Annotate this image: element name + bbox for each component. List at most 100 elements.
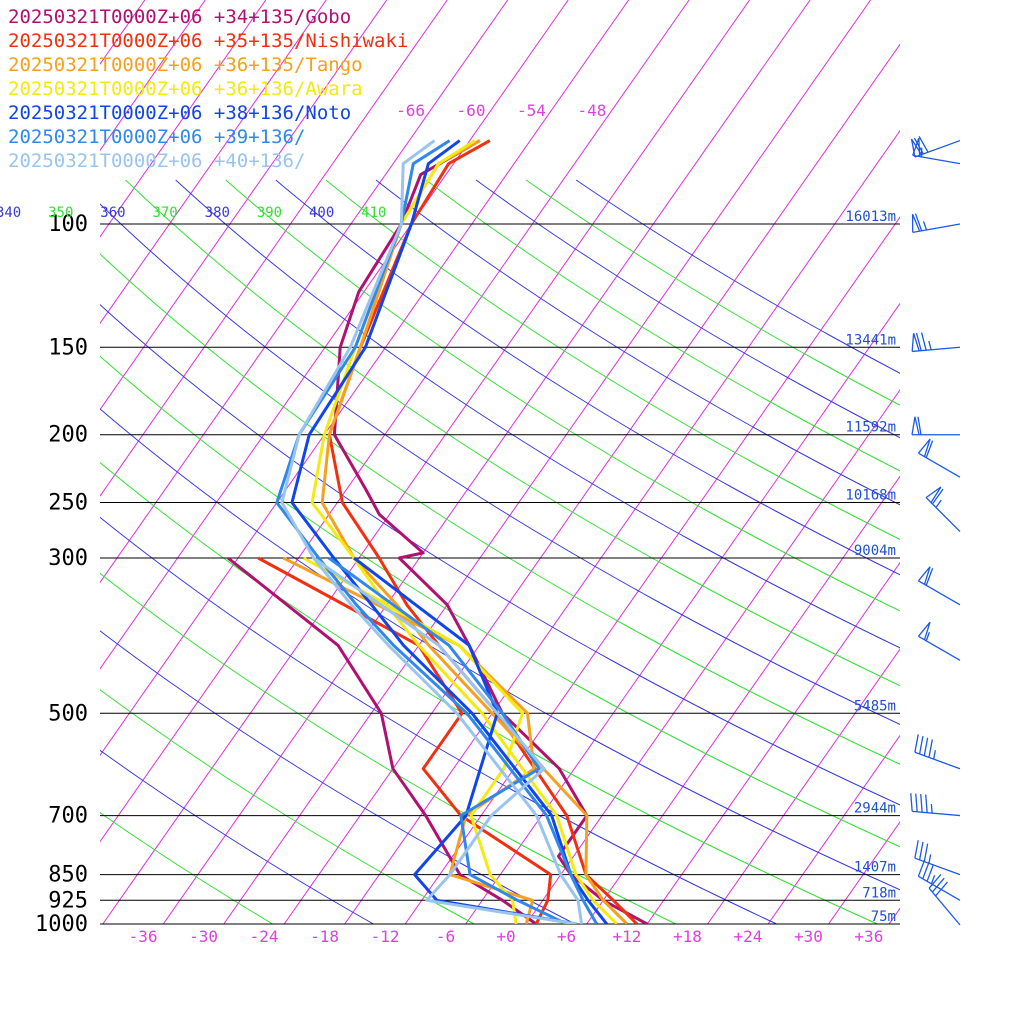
dry-adiabat-line <box>175 179 900 649</box>
isotherm-line <box>404 216 900 924</box>
dry-adiabat-line <box>100 749 374 924</box>
isotherm-line <box>525 389 900 924</box>
dewpoint-profile-line <box>257 556 553 924</box>
temperature-tick-label: -12 <box>371 927 400 946</box>
wind-barb-staff <box>918 875 961 901</box>
wind-barb-staff <box>914 857 961 876</box>
isotherm-line <box>767 734 900 924</box>
moist-adiabat-line <box>125 179 900 687</box>
height-label: 1407m <box>854 860 896 876</box>
isotherm-line <box>100 0 327 325</box>
moist-adiabat-line <box>100 253 900 765</box>
theta-label: 340 <box>0 205 21 221</box>
isotherm-line <box>344 129 900 924</box>
isotherm-line <box>223 0 871 924</box>
pressure-label: 200 <box>48 423 88 448</box>
moist-adiabat-line <box>225 179 900 612</box>
wind-barb-feather <box>914 213 923 231</box>
temperature-profile-line <box>280 139 584 924</box>
wind-barb-feather <box>931 877 945 893</box>
wind-barb-feather <box>920 332 927 351</box>
wind-barb-half-feather <box>930 875 936 885</box>
isotherm-line <box>646 561 900 924</box>
dry-adiabat-line <box>575 179 900 374</box>
dry-adiabat-line <box>100 516 777 924</box>
temperature-tick-label: -24 <box>250 927 279 946</box>
wind-barb-feather <box>915 332 922 351</box>
height-label: 16013m <box>845 209 896 225</box>
temperature-tick-label: +24 <box>733 927 762 946</box>
wind-barb-flag <box>917 566 931 585</box>
wind-barb-flag <box>911 213 921 233</box>
isotherm-line <box>1010 0 1024 924</box>
height-label: 9004m <box>854 543 896 559</box>
temperature-tick-label: +0 <box>496 927 515 946</box>
wind-barb-staff <box>918 580 961 606</box>
pressure-label: 150 <box>48 335 88 360</box>
wind-barb-feather <box>923 843 929 862</box>
theta-label: 370 <box>152 205 177 221</box>
theta-label: 360 <box>100 205 125 221</box>
wind-barb-half-feather <box>933 750 936 760</box>
isotherm-line <box>100 0 569 670</box>
dry-adiabat-line <box>375 179 900 506</box>
wind-barb-feather <box>925 568 934 586</box>
temperature-tick-label: +12 <box>613 927 642 946</box>
axis-labels: 100 16013m 150 13441m 200 11592m 250 10168m 300 9… <box>0 101 896 946</box>
dewpoint-profile-line <box>327 556 568 924</box>
temperature-tick-label-upper: -48 <box>578 101 607 120</box>
isotherm-line <box>283 43 900 924</box>
legend-entry: 20250321T0000Z+06 +39+136/ <box>8 126 305 148</box>
temperature-tick-label-upper: -54 <box>517 101 546 120</box>
dewpoint-profile-line <box>353 556 577 924</box>
wind-barb-staff <box>914 139 961 158</box>
legend-entry: 20250321T0000Z+06 +36+135/Tango <box>8 54 363 76</box>
isotherm-line <box>950 0 1024 924</box>
wind-barb-staff <box>914 751 961 770</box>
height-label: 11592m <box>845 420 896 436</box>
dry-adiabat-line <box>100 203 900 725</box>
moist-adiabat-line <box>100 461 878 924</box>
wind-barb-flag <box>917 621 931 640</box>
isotherm-line <box>100 0 388 411</box>
wind-barb-feather <box>928 739 933 758</box>
wind-barb-half-feather <box>925 632 931 642</box>
height-label: 13441m <box>845 332 896 348</box>
dry-adiabat-line <box>275 179 900 576</box>
pressure-label: 100 <box>48 212 88 237</box>
isotherm-line <box>100 0 267 238</box>
temperature-tick-label: +30 <box>794 927 823 946</box>
pressure-label: 850 <box>48 863 88 888</box>
wind-barb-staff <box>912 346 961 353</box>
wind-barb-staff <box>925 497 961 532</box>
wind-barb-feather <box>922 861 930 880</box>
legend-entry: 20250321T0000Z+06 +34+135/Gobo <box>8 6 351 28</box>
temperature-tick-label: +18 <box>673 927 702 946</box>
theta-label: 350 <box>48 205 73 221</box>
wind-barb-feather <box>910 793 913 812</box>
isotherm-line <box>100 0 448 497</box>
wind-barb-staff <box>912 810 961 817</box>
wind-barb-feather <box>923 737 929 756</box>
isotherm-line <box>465 302 900 924</box>
temperature-profile-line <box>327 139 639 924</box>
moist-adiabat-line <box>425 179 900 472</box>
wind-barb-half-feather <box>935 499 942 508</box>
height-label: 5485m <box>854 698 896 714</box>
wind-barb-flag <box>911 333 920 352</box>
wind-barb-feather <box>925 794 928 813</box>
temperature-profile-line <box>332 139 648 924</box>
dry-adiabat-line <box>100 408 900 891</box>
pressure-label: 700 <box>48 804 88 829</box>
isotherm-line <box>707 648 900 924</box>
pressure-label: 300 <box>48 546 88 571</box>
wind-barb-feather <box>917 416 922 435</box>
wind-barb-feather <box>918 735 924 755</box>
temperature-profile-line <box>310 139 618 924</box>
wind-barb-feather <box>918 135 929 153</box>
theta-label: 380 <box>205 205 230 221</box>
wind-barb-feather <box>935 881 948 897</box>
moist-adiabat-line <box>100 689 475 924</box>
legend-entry: 20250321T0000Z+06 +38+136/Noto <box>8 102 351 124</box>
